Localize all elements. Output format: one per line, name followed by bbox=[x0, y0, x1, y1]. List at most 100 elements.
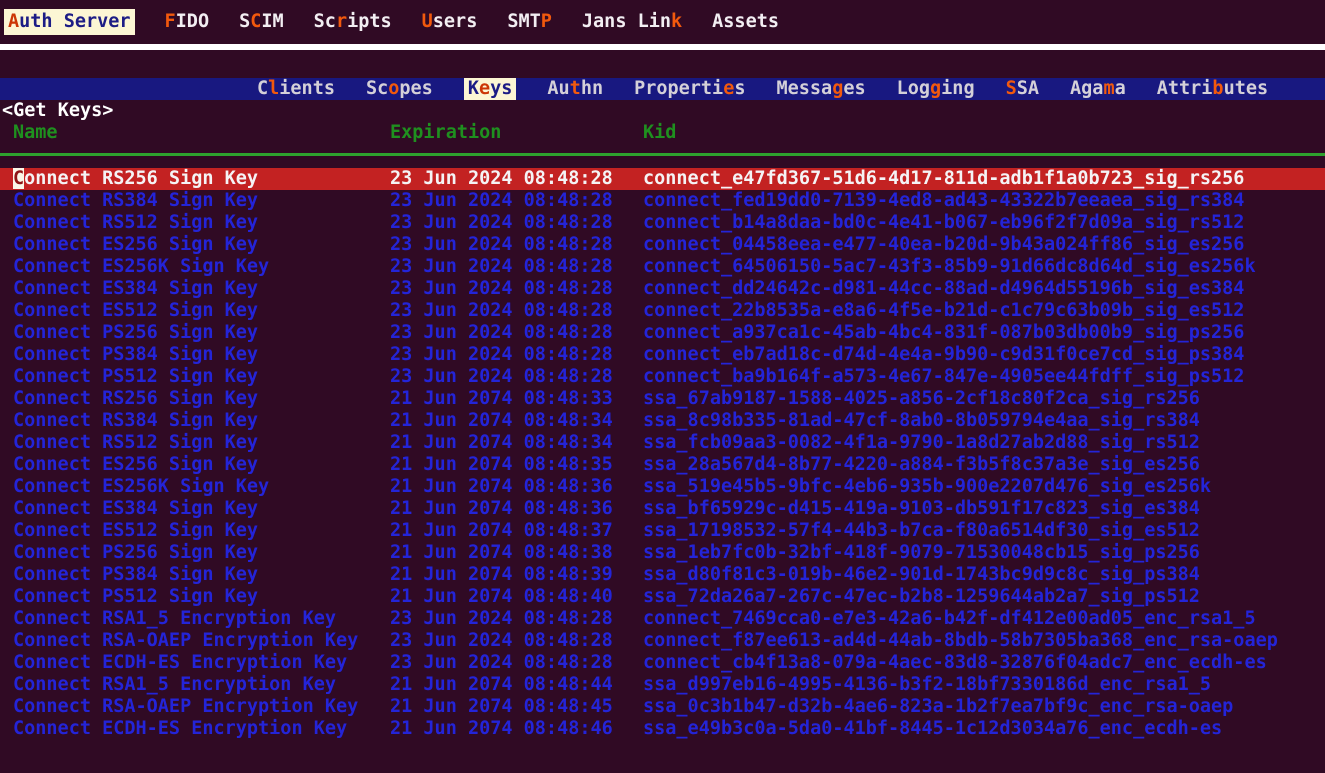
menu-item-scim[interactable]: SCIM bbox=[239, 11, 284, 33]
table-row[interactable]: Connect ES384 Sign Key 21 Jun 2074 08:48:… bbox=[0, 498, 1325, 520]
hotkey-letter: e bbox=[723, 78, 735, 99]
table-row[interactable]: Connect ES256K Sign Key 21 Jun 2074 08:48… bbox=[0, 476, 1325, 498]
table-row[interactable]: Connect ES256 Sign Key 21 Jun 2074 08:48:… bbox=[0, 454, 1325, 476]
table-row[interactable]: Connect ES256K Sign Key 23 Jun 2024 08:48… bbox=[0, 256, 1325, 278]
key-expiration: 21 Jun 2074 08:48:40 bbox=[390, 586, 613, 607]
key-name: Connect ES512 Sign Key bbox=[13, 300, 259, 321]
key-kid: ssa_8c98b335-81ad-47cf-8ab0-8b059794e4aa… bbox=[643, 410, 1200, 431]
key-expiration: 23 Jun 2024 08:48:28 bbox=[390, 630, 613, 651]
key-kid: ssa_d997eb16-4995-4136-b3f2-18bf7330186d… bbox=[643, 674, 1212, 695]
key-name: Connect RS384 Sign Key bbox=[13, 410, 259, 431]
hotkey-letter: e bbox=[478, 78, 491, 99]
table-row[interactable]: Connect RS384 Sign Key 21 Jun 2074 08:48:… bbox=[0, 410, 1325, 432]
key-expiration: 21 Jun 2074 08:48:46 bbox=[390, 718, 613, 739]
table-row[interactable]: Connect PS256 Sign Key 21 Jun 2074 08:48:… bbox=[0, 542, 1325, 564]
hotkey-letter: A bbox=[8, 11, 20, 32]
key-kid: connect_e47fd367-51d6-4d17-811d-adb1f1a0… bbox=[643, 168, 1245, 189]
key-expiration: 21 Jun 2074 08:48:36 bbox=[390, 498, 613, 519]
label-text: SA bbox=[1016, 78, 1040, 99]
menu-item-jans-link[interactable]: Jans Link bbox=[582, 11, 682, 33]
table-row[interactable]: Connect PS384 Sign Key 21 Jun 2074 08:48:… bbox=[0, 564, 1325, 586]
tab-properties[interactable]: Properties bbox=[634, 78, 745, 100]
table-row[interactable]: Connect RSA1_5 Encryption Key 23 Jun 2024… bbox=[0, 608, 1325, 630]
table-row-selected[interactable]: Connect RS256 Sign Key 23 Jun 2024 08:48:… bbox=[0, 168, 1325, 190]
label-text: pes bbox=[399, 78, 433, 99]
label-text: hn bbox=[580, 78, 604, 99]
get-keys-button[interactable]: <Get Keys> bbox=[2, 100, 114, 121]
tab-keys[interactable]: Keys bbox=[463, 78, 517, 100]
key-kid: connect_fed19dd0-7139-4ed8-ad43-43322b7e… bbox=[643, 190, 1245, 211]
table-row[interactable]: Connect ECDH-ES Encryption Key 23 Jun 202… bbox=[0, 652, 1325, 674]
key-kid: ssa_17198532-57f4-44b3-b7ca-f80a6514df30… bbox=[643, 520, 1200, 541]
key-expiration: 21 Jun 2074 08:48:36 bbox=[390, 476, 613, 497]
table-row[interactable]: Connect RS384 Sign Key 23 Jun 2024 08:48:… bbox=[0, 190, 1325, 212]
table-row[interactable]: Connect ES512 Sign Key 21 Jun 2074 08:48:… bbox=[0, 520, 1325, 542]
label-text: Sc bbox=[365, 78, 389, 99]
key-kid: connect_ba9b164f-a573-4e67-847e-4905ee44… bbox=[643, 366, 1245, 387]
table-row[interactable]: Connect RSA1_5 Encryption Key 21 Jun 2074… bbox=[0, 674, 1325, 696]
table-row[interactable]: Connect PS384 Sign Key 23 Jun 2024 08:48:… bbox=[0, 344, 1325, 366]
key-kid: connect_dd24642c-d981-44cc-88ad-d4964d55… bbox=[643, 278, 1245, 299]
label-text: Aga bbox=[1070, 78, 1104, 99]
hotkey-letter: o bbox=[388, 78, 400, 99]
label-text: IM bbox=[261, 11, 284, 32]
label-text: S bbox=[239, 11, 251, 32]
table-row[interactable]: Connect RS256 Sign Key 21 Jun 2074 08:48:… bbox=[0, 388, 1325, 410]
hotkey-letter: U bbox=[421, 11, 433, 32]
label-text: Log bbox=[896, 78, 931, 99]
key-name: Connect RS512 Sign Key bbox=[13, 432, 259, 453]
table-row[interactable]: Connect RS512 Sign Key 23 Jun 2024 08:48:… bbox=[0, 212, 1325, 234]
key-name: Connect RSA1_5 Encryption Key bbox=[13, 674, 337, 695]
key-expiration: 23 Jun 2024 08:48:28 bbox=[390, 234, 613, 255]
menu-item-fido[interactable]: FIDO bbox=[165, 11, 210, 33]
key-name: Connect RSA-OAEP Encryption Key bbox=[13, 696, 359, 717]
key-kid: ssa_d80f81c3-019b-46e2-901d-1743bc9d9c8c… bbox=[643, 564, 1200, 585]
column-header-name: Name bbox=[13, 122, 58, 143]
tab-ssa[interactable]: SSA bbox=[1006, 78, 1039, 100]
table-row[interactable]: Connect PS512 Sign Key 23 Jun 2024 08:48:… bbox=[0, 366, 1325, 388]
key-kid: ssa_0c3b1b47-d32b-4ae6-823a-1b2f7ea7bf9c… bbox=[643, 696, 1234, 717]
hotkey-letter: P bbox=[540, 11, 552, 32]
table-row[interactable]: Connect RSA-OAEP Encryption Key 23 Jun 20… bbox=[0, 630, 1325, 652]
tab-attributes[interactable]: Attributes bbox=[1157, 78, 1268, 100]
key-expiration: 21 Jun 2074 08:48:37 bbox=[390, 520, 613, 541]
key-name: Connect ES256K Sign Key bbox=[13, 256, 270, 277]
menu-item-auth-server[interactable]: Auth Server bbox=[4, 9, 135, 35]
tab-agama[interactable]: Agama bbox=[1070, 78, 1126, 100]
key-expiration: 21 Jun 2074 08:48:45 bbox=[390, 696, 613, 717]
table-row[interactable]: Connect ECDH-ES Encryption Key 21 Jun 207… bbox=[0, 718, 1325, 740]
key-kid: connect_04458eea-e477-40ea-b20d-9b43a024… bbox=[643, 234, 1245, 255]
key-expiration: 21 Jun 2074 08:48:33 bbox=[390, 388, 613, 409]
table-row[interactable]: Connect PS256 Sign Key 23 Jun 2024 08:48:… bbox=[0, 322, 1325, 344]
table-row[interactable]: Connect PS512 Sign Key 21 Jun 2074 08:48:… bbox=[0, 586, 1325, 608]
tab-clients[interactable]: Clients bbox=[257, 78, 335, 100]
tab-logging[interactable]: Logging bbox=[897, 78, 975, 100]
hotkey-letter: l bbox=[268, 78, 280, 99]
key-kid: ssa_28a567d4-8b77-4220-a884-f3b5f8c37a3e… bbox=[643, 454, 1200, 475]
key-name: Connect ECDH-ES Encryption Key bbox=[13, 652, 348, 673]
menu-item-assets[interactable]: Assets bbox=[712, 11, 779, 33]
key-expiration: 23 Jun 2024 08:48:28 bbox=[390, 256, 613, 277]
key-kid: ssa_bf65929c-d415-419a-9103-db591f17c823… bbox=[643, 498, 1200, 519]
label-text: Messa bbox=[776, 78, 833, 99]
tab-authn[interactable]: Authn bbox=[547, 78, 603, 100]
key-name: Connect PS512 Sign Key bbox=[13, 586, 259, 607]
keys-table: Connect RS256 Sign Key 23 Jun 2024 08:48:… bbox=[0, 168, 1325, 740]
table-row[interactable]: Connect ES256 Sign Key 23 Jun 2024 08:48:… bbox=[0, 234, 1325, 256]
key-expiration: 23 Jun 2024 08:48:28 bbox=[390, 652, 613, 673]
hotkey-letter: m bbox=[1103, 78, 1115, 99]
tab-messages[interactable]: Messages bbox=[776, 78, 865, 100]
key-kid: connect_b14a8daa-bd0c-4e41-b067-eb96f2f7… bbox=[643, 212, 1245, 233]
key-expiration: 23 Jun 2024 08:48:28 bbox=[390, 212, 613, 233]
tab-scopes[interactable]: Scopes bbox=[366, 78, 433, 100]
table-row[interactable]: Connect ES512 Sign Key 23 Jun 2024 08:48:… bbox=[0, 300, 1325, 322]
menu-item-users[interactable]: Users bbox=[422, 11, 478, 33]
label-text: SMT bbox=[507, 11, 541, 32]
menu-item-smtp[interactable]: SMTP bbox=[507, 11, 552, 33]
menu-item-scripts[interactable]: Scripts bbox=[314, 11, 392, 33]
table-row[interactable]: Connect RSA-OAEP Encryption Key 21 Jun 20… bbox=[0, 696, 1325, 718]
label-text: IDO bbox=[175, 11, 210, 32]
table-row[interactable]: Connect RS512 Sign Key 21 Jun 2074 08:48:… bbox=[0, 432, 1325, 454]
table-row[interactable]: Connect ES384 Sign Key 23 Jun 2024 08:48:… bbox=[0, 278, 1325, 300]
